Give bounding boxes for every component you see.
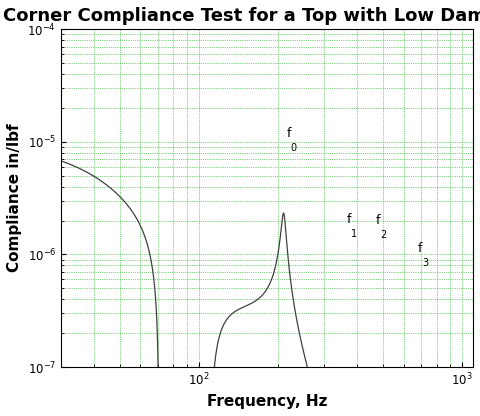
Y-axis label: Compliance in/lbf: Compliance in/lbf [7,124,22,272]
Text: 1: 1 [351,229,357,239]
Text: f: f [417,242,422,255]
Text: f: f [286,127,290,140]
Text: f: f [375,214,380,228]
Title: Corner Compliance Test for a Top with Low Damping: Corner Compliance Test for a Top with Lo… [3,7,480,25]
Text: 3: 3 [422,258,428,268]
Text: f: f [346,213,351,226]
Text: 2: 2 [380,230,386,240]
X-axis label: Frequency, Hz: Frequency, Hz [206,394,327,409]
Text: 0: 0 [290,143,296,153]
